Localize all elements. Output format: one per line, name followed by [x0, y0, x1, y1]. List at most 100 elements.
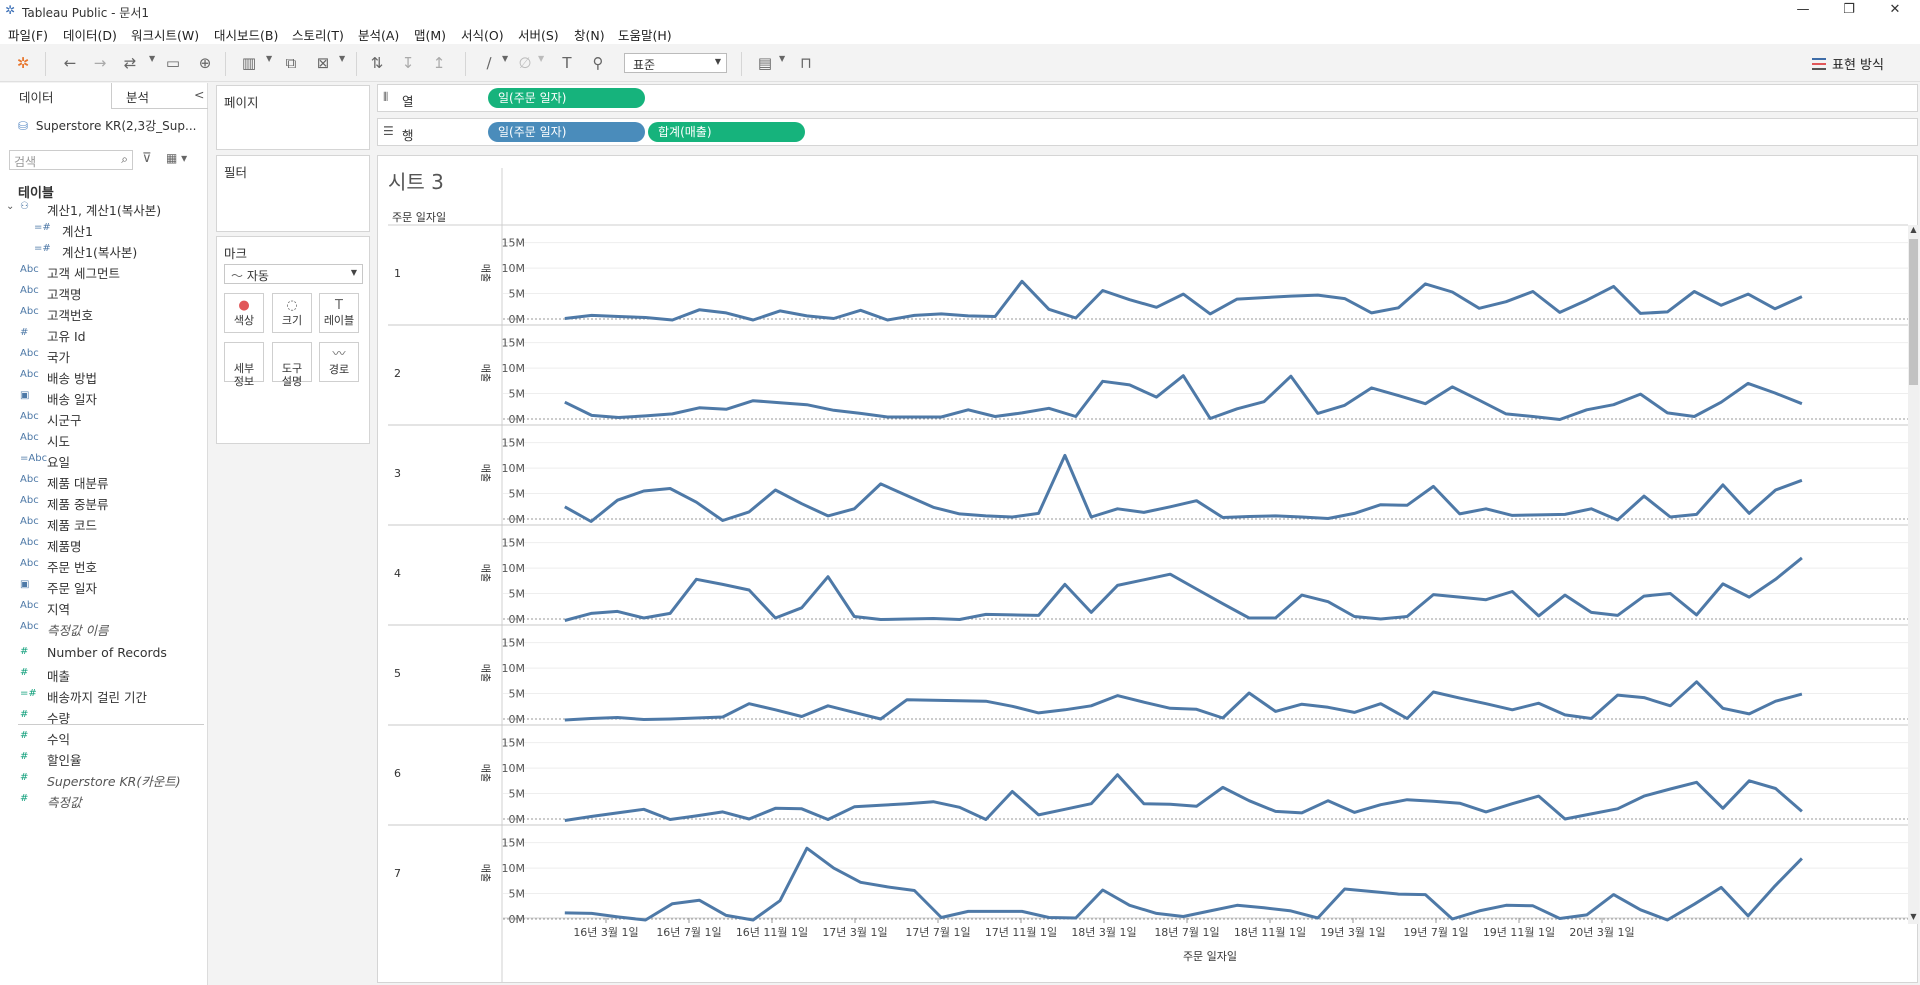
redo-icon[interactable]: →: [93, 54, 107, 72]
minimize-button[interactable]: —: [1796, 2, 1810, 17]
field-item[interactable]: Abc 고객번호: [0, 303, 207, 324]
columns-pill-order-date[interactable]: 일(주문 일자): [488, 88, 645, 108]
replay-icon[interactable]: ⇄: [123, 54, 137, 72]
field-item[interactable]: Abc 배송 방법: [0, 366, 207, 387]
field-item[interactable]: Abc 제품 대분류: [0, 471, 207, 492]
highlight-icon[interactable]: ∕: [486, 54, 492, 72]
undo-icon[interactable]: ←: [63, 54, 77, 72]
rows-pill-order-date[interactable]: 일(주문 일자): [488, 122, 645, 142]
filters-card[interactable]: 필터: [216, 155, 370, 232]
clear-sheet-caret-icon[interactable]: ▼: [339, 54, 346, 63]
duplicate-sheet-icon[interactable]: ⧉: [285, 54, 297, 72]
field-item[interactable]: Abc 지역: [0, 597, 207, 618]
swap-rows-columns-icon[interactable]: ⇅: [370, 54, 384, 72]
highlight-caret-icon[interactable]: ▼: [502, 54, 509, 63]
datasource-item[interactable]: ⛁ Superstore KR(2,3강_Sup...: [18, 117, 196, 134]
field-item[interactable]: Abc 제품 코드: [0, 513, 207, 534]
tab-data[interactable]: 데이터: [19, 90, 54, 105]
mark-type-dropdown[interactable]: 〜 자동 ▼: [224, 264, 363, 284]
field-item[interactable]: Abc 측정값 이름: [0, 618, 207, 639]
tableau-home-icon[interactable]: ✲: [16, 54, 30, 72]
group-caret-icon[interactable]: ▼: [538, 54, 545, 63]
field-type-icon: Abc: [20, 369, 39, 380]
label-button[interactable]: T 레이블: [319, 293, 359, 333]
new-data-source-icon[interactable]: ⊕: [198, 54, 212, 72]
menu-server[interactable]: 서버(S): [518, 28, 559, 43]
rows-shelf[interactable]: ☰ 행 일(주문 일자) 합계(매출): [377, 118, 1918, 146]
tab-analytics[interactable]: 분석: [126, 90, 150, 105]
field-item[interactable]: # 수익: [0, 727, 207, 748]
sheet-title[interactable]: 시트 3: [388, 170, 444, 194]
field-item[interactable]: ⌄ ⚇ 계산1, 계산1(복사본): [0, 198, 207, 219]
presentation-mode-icon[interactable]: ⊓: [800, 54, 812, 72]
size-button[interactable]: ◌ 크기: [272, 293, 312, 333]
chevron-down-icon[interactable]: ⌄: [6, 201, 15, 212]
field-item[interactable]: Abc 국가: [0, 345, 207, 366]
filter-icon[interactable]: ⊽: [142, 151, 152, 166]
field-item[interactable]: # 고유 Id: [0, 324, 207, 345]
menu-file[interactable]: 파일(F): [8, 28, 48, 43]
save-icon[interactable]: ▭: [165, 54, 181, 72]
field-item[interactable]: # 수량: [0, 706, 207, 727]
search-input[interactable]: 검색 ⌕: [9, 150, 133, 170]
menu-window[interactable]: 창(N): [574, 28, 605, 43]
menu-map[interactable]: 맵(M): [414, 28, 447, 43]
row-header-title[interactable]: 주문 일자일: [392, 211, 447, 224]
scroll-thumb[interactable]: [1909, 239, 1918, 385]
menu-data[interactable]: 데이터(D): [63, 28, 117, 43]
field-item[interactable]: =Abc 요일: [0, 450, 207, 471]
new-worksheet-caret-icon[interactable]: ▼: [266, 54, 273, 63]
color-button[interactable]: ● 색상: [224, 293, 264, 333]
detail-button[interactable]: 세부 정보: [224, 342, 264, 388]
scroll-down-icon[interactable]: ▼: [1910, 912, 1917, 921]
field-item[interactable]: Abc 시도: [0, 429, 207, 450]
pin-axes-icon[interactable]: ⚲: [592, 54, 604, 72]
sort-descending-icon[interactable]: ↥: [432, 54, 446, 72]
field-item[interactable]: =# 계산1: [0, 219, 207, 240]
columns-shelf[interactable]: ⦀ 열 일(주문 일자): [377, 84, 1918, 112]
field-item[interactable]: ▣ 배송 일자: [0, 387, 207, 408]
field-item[interactable]: ▣ 주문 일자: [0, 576, 207, 597]
field-item[interactable]: Abc 고객 세그먼트: [0, 261, 207, 282]
new-worksheet-icon[interactable]: ▥: [241, 54, 257, 72]
menu-dashboard[interactable]: 대시보드(B): [214, 28, 279, 43]
menu-help[interactable]: 도움말(H): [618, 28, 672, 43]
vertical-scrollbar[interactable]: ▲ ▼: [1908, 225, 1919, 924]
path-button[interactable]: 〰 경로: [319, 342, 359, 382]
tooltip-button[interactable]: 도구 설명: [272, 342, 312, 388]
replay-caret-icon[interactable]: ▼: [149, 54, 156, 63]
field-item[interactable]: # 할인율: [0, 748, 207, 769]
fit-dropdown[interactable]: 표준 ▼: [624, 53, 727, 73]
clear-sheet-icon[interactable]: ⊠: [316, 54, 330, 72]
scroll-up-icon[interactable]: ▲: [1910, 225, 1917, 234]
field-item[interactable]: Abc 제품 중분류: [0, 492, 207, 513]
field-item[interactable]: Abc 주문 번호: [0, 555, 207, 576]
restore-button[interactable]: ❐: [1843, 2, 1855, 17]
field-item[interactable]: # Superstore KR(카운트): [0, 769, 207, 790]
field-item[interactable]: =# 배송까지 걸린 기간: [0, 685, 207, 706]
field-item[interactable]: # Number of Records: [0, 643, 207, 664]
field-item[interactable]: =# 계산1(복사본): [0, 240, 207, 261]
menu-analysis[interactable]: 분석(A): [358, 28, 400, 43]
pages-card[interactable]: 페이지: [216, 85, 370, 150]
menu-story[interactable]: 스토리(T): [292, 28, 344, 43]
group-members-icon[interactable]: ∅: [518, 54, 532, 72]
field-item[interactable]: Abc 제품명: [0, 534, 207, 555]
menu-worksheet[interactable]: 워크시트(W): [131, 28, 200, 43]
show-cards-caret-icon[interactable]: ▼: [779, 54, 786, 63]
x-tick-label: 17년 7월 1일: [905, 925, 970, 939]
field-item[interactable]: # 측정값: [0, 790, 207, 811]
close-button[interactable]: ✕: [1889, 2, 1901, 17]
collapse-pane-icon[interactable]: <: [194, 87, 205, 102]
sort-ascending-icon[interactable]: ↧: [401, 54, 415, 72]
field-item[interactable]: Abc 시군구: [0, 408, 207, 429]
rows-pill-sum-sales[interactable]: 합계(매출): [648, 122, 805, 142]
show-cards-icon[interactable]: ▤: [757, 54, 773, 72]
field-item[interactable]: Abc 고객명: [0, 282, 207, 303]
field-item[interactable]: # 매출: [0, 664, 207, 685]
menu-format[interactable]: 서식(O): [461, 28, 504, 43]
show-labels-icon[interactable]: T: [562, 54, 572, 72]
view-options-icon[interactable]: ▦ ▾: [166, 151, 188, 165]
y-tick-label: 10M: [502, 662, 526, 675]
show-me-button[interactable]: 표현 방식: [1812, 54, 1884, 73]
